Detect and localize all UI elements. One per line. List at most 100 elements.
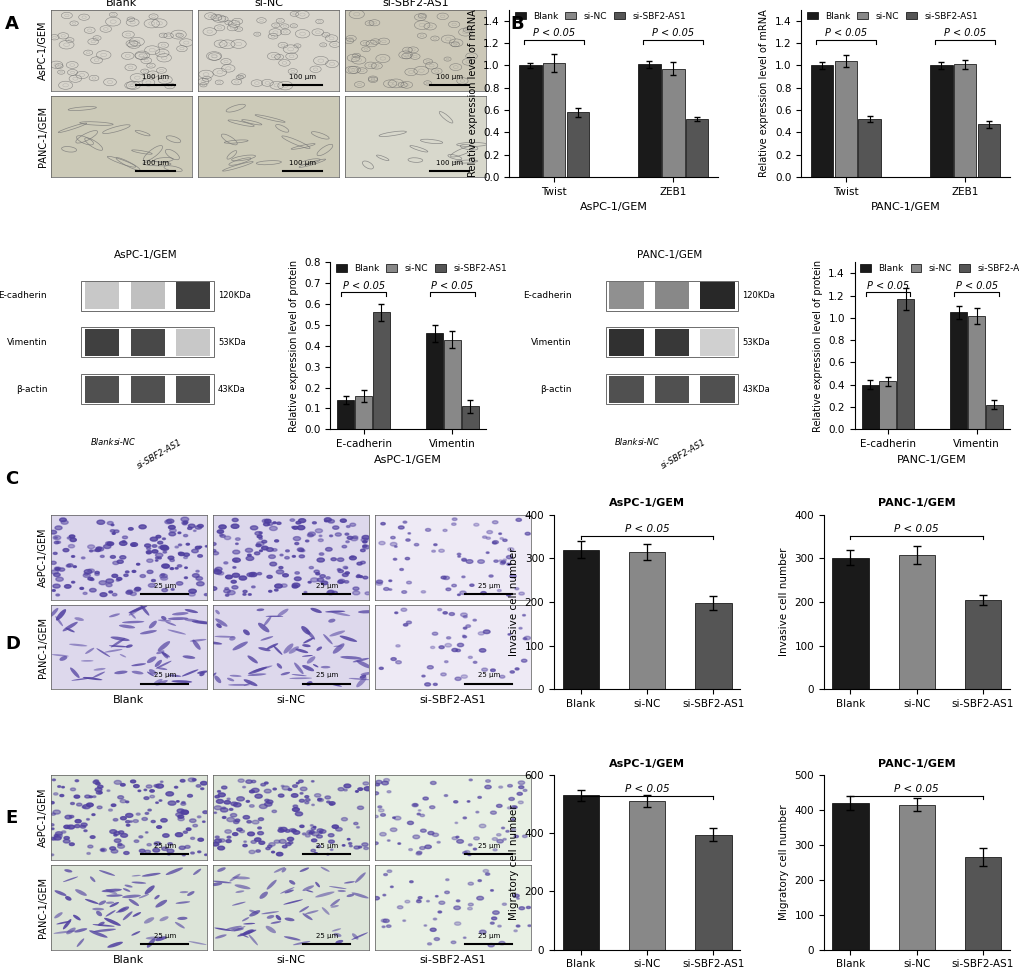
Circle shape <box>161 819 167 822</box>
Circle shape <box>106 583 112 586</box>
Circle shape <box>144 797 149 799</box>
Circle shape <box>54 793 58 796</box>
Circle shape <box>110 530 115 532</box>
FancyBboxPatch shape <box>176 282 210 309</box>
Circle shape <box>444 643 451 647</box>
Circle shape <box>327 590 333 593</box>
Circle shape <box>499 538 502 540</box>
Ellipse shape <box>111 639 125 647</box>
Circle shape <box>79 587 84 589</box>
Circle shape <box>428 831 433 834</box>
Text: 53KDa: 53KDa <box>742 338 769 347</box>
Circle shape <box>140 575 146 578</box>
Circle shape <box>205 854 207 856</box>
Circle shape <box>470 584 474 586</box>
Circle shape <box>511 805 517 809</box>
Circle shape <box>186 828 191 830</box>
Circle shape <box>300 799 304 802</box>
Circle shape <box>198 851 201 853</box>
Legend: Blank, si-NC, si-SBF2-AS1: Blank, si-NC, si-SBF2-AS1 <box>514 11 686 21</box>
Circle shape <box>407 581 411 584</box>
Ellipse shape <box>215 618 227 627</box>
Circle shape <box>267 845 272 848</box>
Title: Blank: Blank <box>106 0 138 8</box>
Ellipse shape <box>155 680 168 686</box>
Ellipse shape <box>229 874 240 882</box>
X-axis label: Blank: Blank <box>113 955 145 965</box>
Ellipse shape <box>184 618 199 622</box>
Circle shape <box>227 590 235 595</box>
Circle shape <box>387 840 389 841</box>
Circle shape <box>232 518 237 521</box>
Circle shape <box>451 837 457 840</box>
Circle shape <box>381 781 388 785</box>
Circle shape <box>488 944 494 947</box>
Circle shape <box>219 839 225 842</box>
Ellipse shape <box>144 918 154 923</box>
Circle shape <box>424 924 426 926</box>
Circle shape <box>288 841 292 844</box>
Circle shape <box>363 577 368 578</box>
Ellipse shape <box>329 683 341 687</box>
Circle shape <box>526 906 530 909</box>
Circle shape <box>279 828 286 831</box>
Ellipse shape <box>74 928 88 932</box>
Circle shape <box>297 525 305 530</box>
Ellipse shape <box>303 913 313 921</box>
Circle shape <box>421 591 425 593</box>
Text: β-actin: β-actin <box>539 385 571 393</box>
Circle shape <box>460 591 466 594</box>
Circle shape <box>168 843 172 845</box>
Circle shape <box>130 543 138 547</box>
Ellipse shape <box>128 606 143 615</box>
Circle shape <box>262 541 266 543</box>
Bar <box>695 834 731 950</box>
Circle shape <box>62 787 64 788</box>
Circle shape <box>151 821 155 823</box>
Circle shape <box>257 542 264 546</box>
Circle shape <box>359 576 362 578</box>
Bar <box>638 64 660 176</box>
Circle shape <box>363 541 367 543</box>
Circle shape <box>229 808 232 810</box>
Circle shape <box>187 795 193 797</box>
Ellipse shape <box>92 672 105 678</box>
Ellipse shape <box>306 630 315 640</box>
Circle shape <box>329 535 332 537</box>
Text: P < 0.05: P < 0.05 <box>431 281 473 291</box>
FancyBboxPatch shape <box>85 329 119 356</box>
Circle shape <box>458 594 460 596</box>
Text: E-cadherin: E-cadherin <box>523 291 571 300</box>
Title: PANC-1/GEM: PANC-1/GEM <box>877 759 955 768</box>
Ellipse shape <box>107 942 123 948</box>
Ellipse shape <box>296 648 308 653</box>
Circle shape <box>395 644 399 647</box>
Circle shape <box>345 541 348 543</box>
Circle shape <box>178 532 180 534</box>
Circle shape <box>181 801 184 803</box>
Circle shape <box>112 593 117 596</box>
Circle shape <box>74 825 81 828</box>
Circle shape <box>118 843 122 846</box>
Circle shape <box>255 838 261 841</box>
Circle shape <box>326 577 330 579</box>
Circle shape <box>278 567 282 569</box>
Y-axis label: PANC-1/GEM: PANC-1/GEM <box>38 877 48 938</box>
Circle shape <box>450 941 455 944</box>
Circle shape <box>427 666 433 669</box>
Ellipse shape <box>149 670 157 674</box>
Ellipse shape <box>74 617 84 621</box>
Ellipse shape <box>155 936 166 941</box>
Circle shape <box>406 621 411 624</box>
Circle shape <box>140 849 145 853</box>
Text: 25 μm: 25 μm <box>477 843 499 849</box>
Circle shape <box>363 546 369 549</box>
Circle shape <box>296 521 301 524</box>
Circle shape <box>251 573 255 576</box>
Circle shape <box>268 590 272 592</box>
Circle shape <box>393 816 400 820</box>
Circle shape <box>251 526 258 530</box>
Text: P < 0.05: P < 0.05 <box>955 281 997 291</box>
Circle shape <box>181 521 187 524</box>
Circle shape <box>273 788 276 790</box>
